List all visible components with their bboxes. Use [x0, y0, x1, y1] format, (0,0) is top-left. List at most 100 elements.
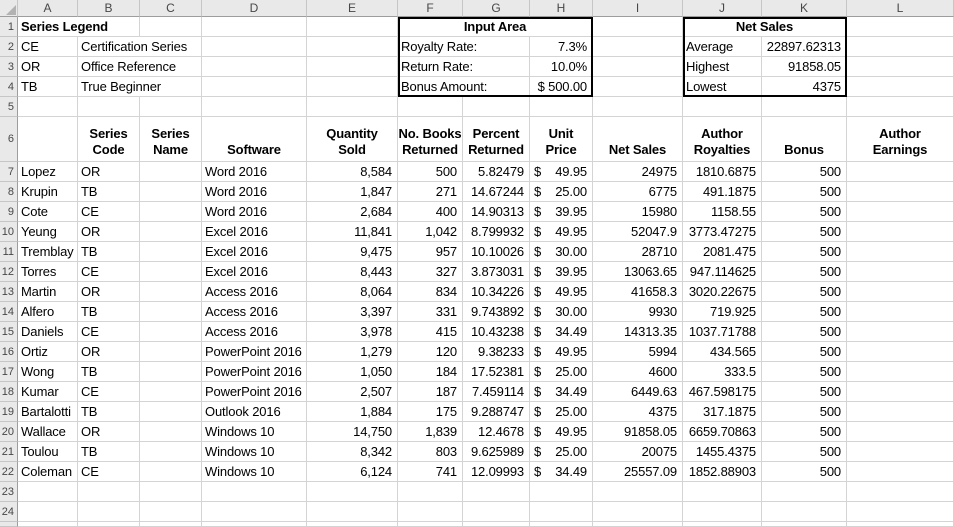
- cell-quantity-sold[interactable]: 8,443: [307, 262, 398, 282]
- cell-F[interactable]: [398, 97, 463, 117]
- cell-C[interactable]: [140, 17, 202, 37]
- row-header-13[interactable]: 13: [0, 282, 18, 302]
- cell-percent-returned[interactable]: 10.34226: [463, 282, 530, 302]
- cell-L[interactable]: [847, 262, 954, 282]
- net-sales-value-cell[interactable]: 91858.05: [762, 57, 847, 77]
- table-header-E[interactable]: Quantity Sold: [307, 117, 398, 162]
- cell-unit-price[interactable]: $49.95: [530, 422, 593, 442]
- row-header-15[interactable]: 15: [0, 322, 18, 342]
- cell-quantity-sold[interactable]: 2,507: [307, 382, 398, 402]
- row-header-21[interactable]: 21: [0, 442, 18, 462]
- cell-I[interactable]: [593, 57, 683, 77]
- cell-C[interactable]: [140, 502, 202, 522]
- cell-C[interactable]: [140, 242, 202, 262]
- cell-author-royalties[interactable]: 1455.4375: [683, 442, 762, 462]
- cell-C[interactable]: [140, 222, 202, 242]
- cell-software[interactable]: Excel 2016: [202, 242, 307, 262]
- cell-author[interactable]: Yeung: [18, 222, 78, 242]
- cell-J[interactable]: [683, 482, 762, 502]
- cell-unit-price[interactable]: $25.00: [530, 182, 593, 202]
- cell-K[interactable]: [762, 522, 847, 527]
- row-header-2[interactable]: 2: [0, 37, 18, 57]
- cell-C[interactable]: [140, 302, 202, 322]
- cell-I[interactable]: [593, 522, 683, 527]
- row-header-11[interactable]: 11: [0, 242, 18, 262]
- cell-H[interactable]: [530, 482, 593, 502]
- net-sales-value-cell[interactable]: 4375: [762, 77, 847, 97]
- cell-author-royalties[interactable]: 947.114625: [683, 262, 762, 282]
- cell-net-sales[interactable]: 52047.9: [593, 222, 683, 242]
- cell-J[interactable]: [683, 522, 762, 527]
- table-header-B[interactable]: Series Code: [78, 117, 140, 162]
- cell-C[interactable]: [140, 182, 202, 202]
- row-header-14[interactable]: 14: [0, 302, 18, 322]
- cell-percent-returned[interactable]: 12.09993: [463, 462, 530, 482]
- cell-bonus[interactable]: 500: [762, 202, 847, 222]
- cell-author-royalties[interactable]: 3020.22675: [683, 282, 762, 302]
- column-header-K[interactable]: K: [762, 0, 847, 17]
- cell-quantity-sold[interactable]: 3,397: [307, 302, 398, 322]
- cell-books-returned[interactable]: 1,042: [398, 222, 463, 242]
- cell-C[interactable]: [140, 362, 202, 382]
- column-header-G[interactable]: G: [463, 0, 530, 17]
- cell-software[interactable]: Word 2016: [202, 202, 307, 222]
- cell-A[interactable]: [18, 482, 78, 502]
- cell-software[interactable]: PowerPoint 2016: [202, 362, 307, 382]
- cell-L[interactable]: [847, 462, 954, 482]
- cell-unit-price[interactable]: $25.00: [530, 362, 593, 382]
- table-header-F[interactable]: No. Books Returned: [398, 117, 463, 162]
- cell-C[interactable]: [140, 262, 202, 282]
- cell-L[interactable]: [847, 182, 954, 202]
- input-area-value-cell[interactable]: $ 500.00: [530, 77, 593, 97]
- cell-net-sales[interactable]: 15980: [593, 202, 683, 222]
- cell-quantity-sold[interactable]: 1,847: [307, 182, 398, 202]
- cell-author[interactable]: Cote: [18, 202, 78, 222]
- cell-author[interactable]: Wallace: [18, 422, 78, 442]
- cell-software[interactable]: Access 2016: [202, 302, 307, 322]
- cell-G[interactable]: [463, 482, 530, 502]
- cell-L[interactable]: [847, 382, 954, 402]
- cell-C[interactable]: [140, 522, 202, 527]
- cell-unit-price[interactable]: $25.00: [530, 442, 593, 462]
- cell-L[interactable]: [847, 282, 954, 302]
- cell-author[interactable]: Toulou: [18, 442, 78, 462]
- table-header-K[interactable]: Bonus: [762, 117, 847, 162]
- cell-author[interactable]: Wong: [18, 362, 78, 382]
- cell-net-sales[interactable]: 6449.63: [593, 382, 683, 402]
- cell-I[interactable]: [593, 17, 683, 37]
- cell-software[interactable]: Excel 2016: [202, 262, 307, 282]
- cell-net-sales[interactable]: 24975: [593, 162, 683, 182]
- cell-G[interactable]: [463, 522, 530, 527]
- cell-L[interactable]: [847, 37, 954, 57]
- legend-name-cell[interactable]: True Beginner: [78, 77, 202, 97]
- cell-unit-price[interactable]: $34.49: [530, 322, 593, 342]
- row-header-23[interactable]: 23: [0, 482, 18, 502]
- cell-percent-returned[interactable]: 10.43238: [463, 322, 530, 342]
- cell-books-returned[interactable]: 741: [398, 462, 463, 482]
- cell-series-code[interactable]: TB: [78, 442, 140, 462]
- cell-net-sales[interactable]: 14313.35: [593, 322, 683, 342]
- cell-L[interactable]: [847, 322, 954, 342]
- row-header-16[interactable]: 16: [0, 342, 18, 362]
- cell-percent-returned[interactable]: 9.625989: [463, 442, 530, 462]
- row-header-8[interactable]: 8: [0, 182, 18, 202]
- cell-author-royalties[interactable]: 317.1875: [683, 402, 762, 422]
- row-header-10[interactable]: 10: [0, 222, 18, 242]
- column-header-H[interactable]: H: [530, 0, 593, 17]
- column-header-L[interactable]: L: [847, 0, 954, 17]
- cell-author-royalties[interactable]: 333.5: [683, 362, 762, 382]
- cell-A[interactable]: [18, 97, 78, 117]
- cell-C[interactable]: [140, 342, 202, 362]
- cell-H[interactable]: [530, 97, 593, 117]
- cell-D[interactable]: [202, 57, 307, 77]
- cell-software[interactable]: Outlook 2016: [202, 402, 307, 422]
- cell-C[interactable]: [140, 97, 202, 117]
- cell-author[interactable]: Krupin: [18, 182, 78, 202]
- cell-E[interactable]: [307, 77, 398, 97]
- cell-L[interactable]: [847, 482, 954, 502]
- cell-L[interactable]: [847, 422, 954, 442]
- cell-software[interactable]: Windows 10: [202, 422, 307, 442]
- cell-books-returned[interactable]: 400: [398, 202, 463, 222]
- cell-books-returned[interactable]: 327: [398, 262, 463, 282]
- cell-software[interactable]: PowerPoint 2016: [202, 342, 307, 362]
